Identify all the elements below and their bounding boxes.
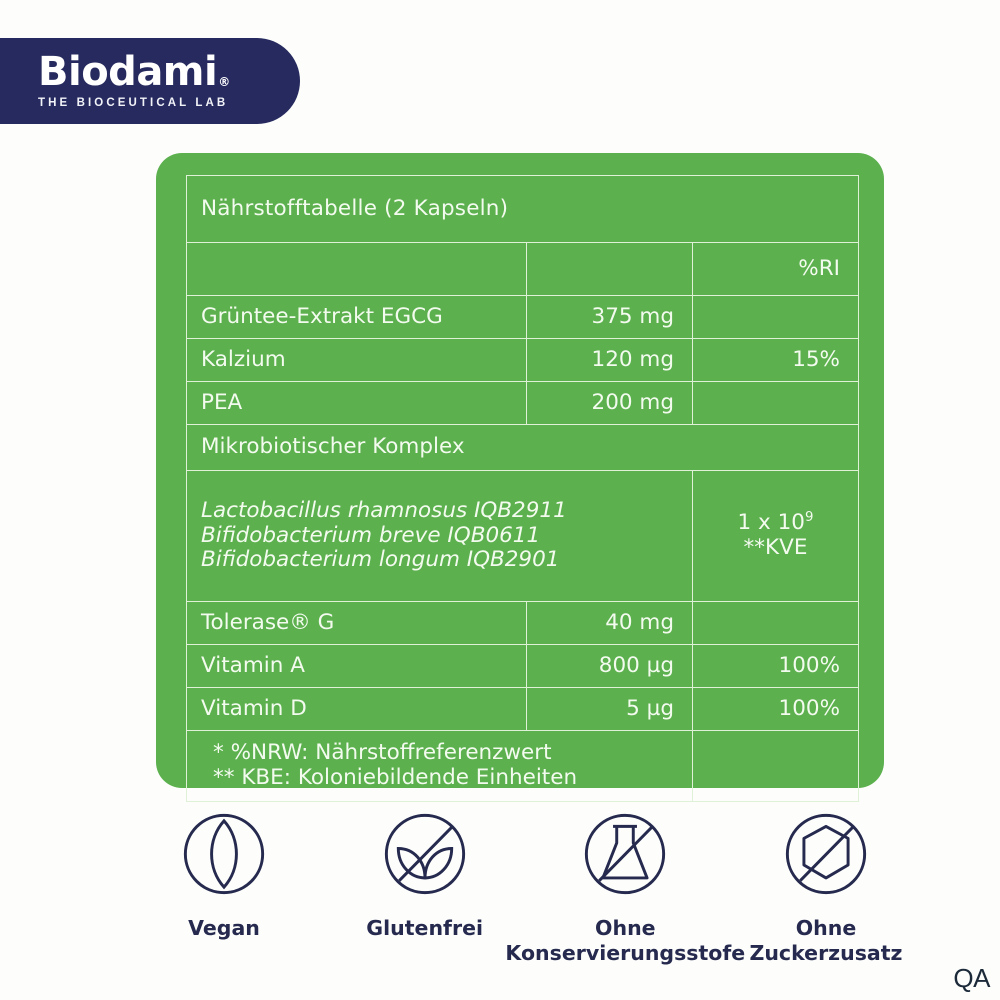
- nutrient-ri: 100%: [692, 687, 859, 731]
- nutrient-name: Vitamin A: [186, 644, 527, 688]
- table-title-row: Nährstofftabelle (2 Kapseln): [186, 175, 859, 243]
- cfu-cell: 1 x 109 **KVE: [692, 470, 859, 602]
- table-row: Kalzium 120 mg 15%: [186, 338, 859, 382]
- nutrient-ri: [692, 381, 859, 425]
- header-name: [186, 242, 527, 296]
- registered-trademark-icon: ®: [218, 74, 230, 89]
- nutrient-name: Tolerase® G: [186, 601, 527, 645]
- cfu-exponent: 9: [804, 510, 814, 526]
- nutrient-name: Vitamin D: [186, 687, 527, 731]
- nutrition-table-card: Nährstofftabelle (2 Kapseln) %RI Grüntee…: [156, 153, 884, 802]
- brand-wordmark: Biodami®: [38, 52, 300, 92]
- feature-label: Vegan: [188, 916, 260, 940]
- no-gluten-icon: [379, 808, 471, 900]
- strain-item: Bifidobacterium longum IQB2901: [201, 547, 560, 573]
- nutrient-amount: 375 mg: [526, 295, 693, 339]
- feature-vegan: Vegan: [130, 808, 318, 966]
- table-row: Tolerase® G 40 mg: [186, 601, 859, 645]
- nutrient-ri: 100%: [692, 644, 859, 688]
- nutrient-name: Kalzium: [186, 338, 527, 382]
- table-row: Vitamin A 800 µg 100%: [186, 644, 859, 688]
- table-footnote-row: * %NRW: Nährstoffreferenzwert ** KBE: Ko…: [186, 730, 859, 802]
- cfu-value: 1 x 109: [693, 510, 858, 536]
- brand-wordmark-text: Biodami: [38, 48, 218, 95]
- nutrient-name: Grüntee-Extrakt EGCG: [186, 295, 527, 339]
- table-row: PEA 200 mg: [186, 381, 859, 425]
- strain-item: Bifidobacterium breve IQB0611: [201, 522, 541, 548]
- nutrient-name: PEA: [186, 381, 527, 425]
- footnote-spacer: [692, 730, 859, 802]
- feature-badges: Vegan Glutenfrei Ohne Konservierungsstof…: [130, 808, 920, 966]
- nutrient-amount: 40 mg: [526, 601, 693, 645]
- no-added-sugar-icon: [780, 808, 872, 900]
- nutrient-amount: 800 µg: [526, 644, 693, 688]
- table-header-row: %RI: [186, 242, 859, 296]
- nutrient-amount: 5 µg: [526, 687, 693, 731]
- leaf-circle-icon: [178, 808, 270, 900]
- feature-no-preservatives: Ohne Konservierungsstofe: [505, 808, 745, 966]
- nutrient-ri: [692, 295, 859, 339]
- nutrient-amount: 200 mg: [526, 381, 693, 425]
- nutrition-table: Nährstofftabelle (2 Kapseln) %RI Grüntee…: [186, 175, 859, 802]
- table-group-row: Mikrobiotischer Komplex: [186, 424, 859, 471]
- cfu-number: 1 x 10: [737, 510, 805, 536]
- footnotes: * %NRW: Nährstoffreferenzwert ** KBE: Ko…: [186, 730, 693, 802]
- nutrient-ri: 15%: [692, 338, 859, 382]
- group-label: Mikrobiotischer Komplex: [186, 424, 859, 471]
- table-row: Vitamin D 5 µg 100%: [186, 687, 859, 731]
- feature-label: Ohne Konservierungsstofe: [505, 916, 746, 965]
- table-title: Nährstofftabelle (2 Kapseln): [186, 175, 859, 243]
- watermark: QA: [953, 963, 990, 993]
- table-row: Grüntee-Extrakt EGCG 375 mg: [186, 295, 859, 339]
- brand-tagline: THE BIOCEUTICAL LAB: [38, 97, 229, 110]
- cfu-unit: **KVE: [743, 535, 808, 560]
- feature-no-added-sugar: Ohne Zuckerzusatz: [732, 808, 920, 966]
- feature-glutenfree: Glutenfrei: [331, 808, 519, 966]
- header-amount: [526, 242, 693, 296]
- header-ri: %RI: [692, 242, 859, 296]
- feature-label: Glutenfrei: [366, 916, 484, 940]
- strain-list: Lactobacillus rhamnosus IQB2911 Bifidoba…: [186, 470, 693, 602]
- table-strains-row: Lactobacillus rhamnosus IQB2911 Bifidoba…: [186, 470, 859, 602]
- nutrient-amount: 120 mg: [526, 338, 693, 382]
- nutrient-ri: [692, 601, 859, 645]
- brand-logo-badge: Biodami® THE BIOCEUTICAL LAB: [0, 38, 300, 124]
- strain-item: Lactobacillus rhamnosus IQB2911: [201, 497, 567, 523]
- feature-label: Ohne Zuckerzusatz: [749, 916, 903, 965]
- no-preservatives-flask-icon: [579, 808, 671, 900]
